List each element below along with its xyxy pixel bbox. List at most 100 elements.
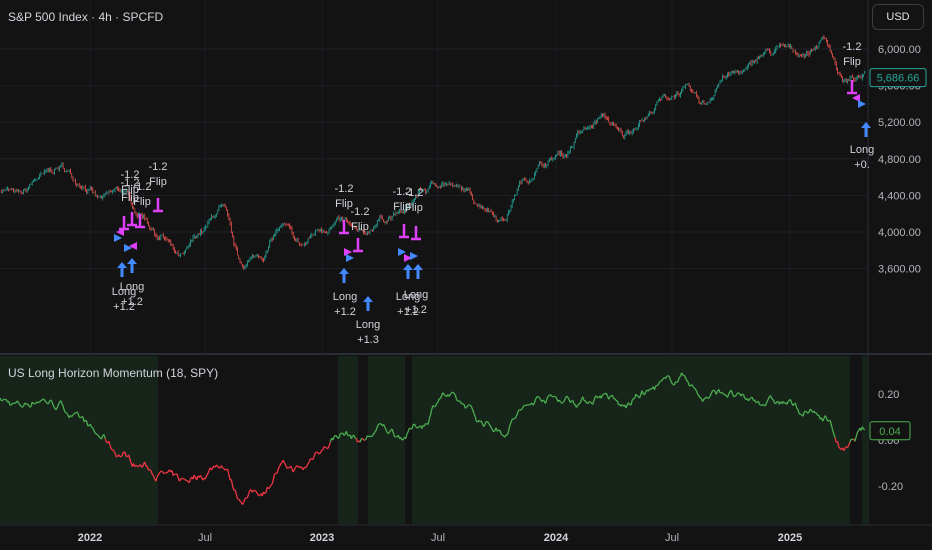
momentum-segment bbox=[248, 489, 251, 494]
momentum-segment bbox=[849, 438, 852, 443]
signal-label: Long bbox=[333, 291, 357, 303]
momentum-segment bbox=[376, 424, 380, 427]
momentum-segment bbox=[653, 385, 657, 391]
momentum-segment bbox=[155, 476, 158, 482]
momentum-segment bbox=[584, 400, 587, 404]
indicator-shading bbox=[0, 356, 868, 524]
signal-label: Flip bbox=[393, 201, 411, 213]
momentum-segment bbox=[815, 412, 819, 416]
indicator-title[interactable]: US Long Horizon Momentum (18, SPY) bbox=[8, 366, 219, 380]
momentum-segment bbox=[589, 401, 592, 404]
momentum-segment bbox=[703, 397, 706, 400]
momentum-segment bbox=[343, 433, 346, 436]
momentum-segment bbox=[669, 379, 673, 384]
momentum-segment bbox=[412, 423, 415, 426]
signal-label: Flip bbox=[121, 184, 139, 196]
momentum-segment bbox=[572, 400, 575, 405]
momentum-segment bbox=[110, 448, 113, 451]
momentum-segment bbox=[270, 483, 273, 486]
momentum-segment bbox=[747, 398, 751, 402]
momentum-segment bbox=[73, 412, 76, 415]
momentum-segment bbox=[97, 434, 100, 438]
currency-button[interactable]: USD bbox=[872, 4, 924, 30]
signal-markers: -1.2Flip-1.2Flip-1.2Flip-1.2Flip-1.2Flip… bbox=[112, 41, 874, 346]
momentum-segment bbox=[27, 404, 31, 408]
momentum-segment bbox=[152, 475, 156, 480]
signal-label: -1.2 bbox=[149, 161, 168, 173]
momentum-segment bbox=[765, 401, 768, 406]
time-axis-label: 2025 bbox=[778, 532, 802, 544]
momentum-segment bbox=[578, 402, 581, 405]
momentum-segment bbox=[713, 389, 716, 392]
momentum-segment bbox=[484, 421, 487, 426]
momentum-segment bbox=[698, 395, 701, 399]
momentum-segment bbox=[144, 461, 147, 467]
momentum-segment bbox=[45, 401, 48, 404]
momentum-segment bbox=[708, 395, 711, 399]
momentum-segment bbox=[848, 441, 851, 446]
momentum-segment bbox=[666, 375, 669, 377]
momentum-segment bbox=[104, 438, 108, 443]
momentum-segment bbox=[692, 385, 695, 389]
momentum-segment bbox=[241, 501, 245, 505]
momentum-segment bbox=[176, 473, 179, 478]
momentum-segment bbox=[13, 402, 16, 405]
axes: 6,000.005,600.005,200.004,800.004,400.00… bbox=[78, 44, 927, 544]
positive-regime-band bbox=[338, 356, 358, 524]
momentum-segment bbox=[767, 396, 771, 400]
momentum-segment bbox=[183, 478, 187, 481]
momentum-segment bbox=[567, 396, 570, 401]
momentum-segment bbox=[677, 377, 680, 382]
positive-regime-band bbox=[862, 356, 868, 524]
time-axis-label: Jul bbox=[431, 532, 445, 544]
momentum-segment bbox=[428, 414, 432, 420]
momentum-segment bbox=[647, 388, 651, 392]
time-axis-label: 2023 bbox=[310, 532, 334, 544]
momentum-segment bbox=[658, 380, 662, 383]
momentum-segment bbox=[437, 398, 440, 403]
momentum-segment bbox=[731, 393, 735, 397]
momentum-segment bbox=[861, 426, 865, 430]
momentum-segment bbox=[809, 408, 813, 412]
momentum-segment bbox=[42, 398, 45, 401]
momentum-segment bbox=[335, 435, 339, 439]
momentum-segment bbox=[19, 404, 22, 407]
momentum-segment bbox=[509, 422, 512, 427]
momentum-segment bbox=[741, 393, 744, 396]
momentum-segment bbox=[406, 430, 409, 434]
momentum-segment bbox=[844, 446, 847, 449]
momentum-segment bbox=[207, 470, 210, 474]
momentum-segment bbox=[522, 404, 526, 408]
signal-label: Flip bbox=[843, 56, 861, 68]
momentum-segment bbox=[474, 416, 477, 422]
signal-label: +1.2 bbox=[334, 306, 356, 318]
momentum-segment bbox=[454, 394, 458, 400]
momentum-segment bbox=[715, 390, 719, 395]
momentum-segment bbox=[269, 484, 272, 488]
chart-title[interactable]: S&P 500 Index · 4h · SPCFD bbox=[8, 10, 164, 24]
momentum-segment bbox=[855, 432, 858, 438]
price-candles bbox=[0, 34, 866, 270]
momentum-segment bbox=[92, 427, 95, 432]
signal-label: +0. bbox=[854, 159, 870, 171]
momentum-segment bbox=[157, 472, 161, 476]
momentum-segment bbox=[681, 372, 684, 376]
momentum-segment bbox=[504, 434, 507, 438]
momentum-segment bbox=[254, 490, 257, 492]
momentum-segment bbox=[684, 377, 688, 381]
momentum-segment bbox=[759, 403, 762, 406]
momentum-segment bbox=[678, 375, 681, 378]
momentum-segment bbox=[180, 477, 183, 480]
momentum-segment bbox=[384, 426, 387, 431]
momentum-segment bbox=[738, 392, 741, 395]
momentum-segment bbox=[292, 469, 296, 473]
momentum-segment bbox=[391, 428, 395, 434]
signal-label: Flip bbox=[121, 192, 139, 204]
momentum-segment bbox=[193, 474, 197, 478]
momentum-segment bbox=[423, 423, 427, 427]
momentum-segment bbox=[515, 414, 518, 418]
signal-label: -1.2 bbox=[335, 183, 354, 195]
momentum-segment bbox=[283, 462, 287, 466]
